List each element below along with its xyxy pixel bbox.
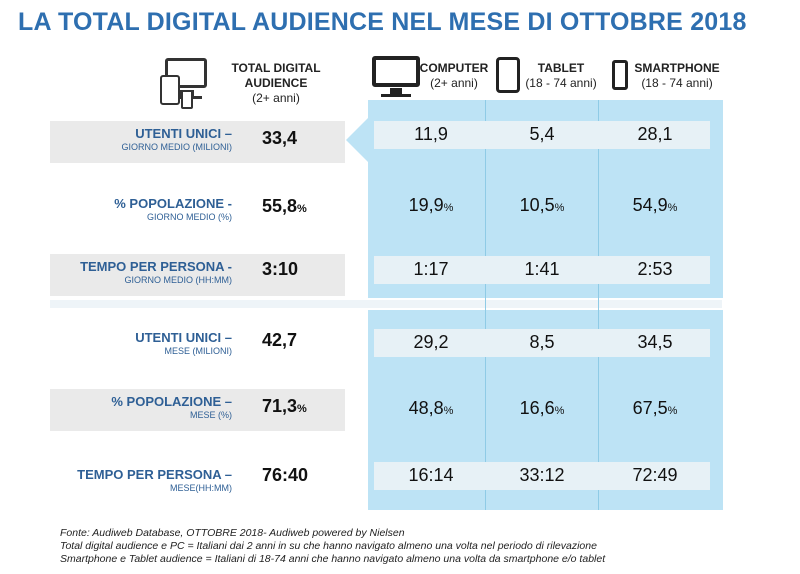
tablet-value: 10,5%	[519, 195, 565, 215]
table-row	[374, 121, 710, 149]
row-label: TEMPO PER PERSONA - GIORNO MEDIO (HH:MM)	[80, 259, 232, 285]
smartphone-icon	[612, 60, 628, 90]
column-divider	[598, 100, 599, 510]
table-row	[374, 329, 710, 357]
row-label: TEMPO PER PERSONA – MESE(HH:MM)	[77, 467, 232, 493]
row-highlight	[50, 121, 345, 163]
total-value: 3:10	[262, 259, 299, 279]
table-row	[374, 256, 710, 284]
tablet-icon	[496, 57, 520, 93]
header-total: TOTAL DIGITAL AUDIENCE (2+ anni)	[231, 61, 321, 105]
page-title: LA TOTAL DIGITAL AUDIENCE NEL MESE DI OT…	[18, 8, 747, 36]
header-tablet: TABLET (18 - 74 anni)	[525, 61, 597, 90]
computer-value: 1:17	[413, 259, 449, 279]
header-computer: COMPUTER (2+ anni)	[419, 61, 489, 90]
tablet-value: 33:12	[519, 465, 565, 485]
computer-value: 29,2	[413, 332, 449, 352]
total-value: 42,7	[262, 330, 298, 350]
row-label: UTENTI UNICI – GIORNO MEDIO (MILIONI)	[121, 126, 232, 152]
panel-notch	[346, 118, 368, 162]
computer-value: 19,9%	[408, 195, 454, 215]
column-divider	[485, 100, 486, 510]
tablet-value: 5,4	[529, 124, 555, 144]
section-divider	[50, 300, 722, 308]
row-label: UTENTI UNICI – MESE (MILIONI)	[135, 330, 232, 356]
row-highlight	[50, 254, 345, 296]
smartphone-value: 2:53	[637, 259, 673, 279]
footnote: Fonte: Audiweb Database, OTTOBRE 2018- A…	[60, 527, 606, 565]
row-label: % POPOLAZIONE – MESE (%)	[111, 394, 232, 420]
tablet-value: 1:41	[524, 259, 560, 279]
smartphone-value: 28,1	[637, 124, 673, 144]
row-label: % POPOLAZIONE - GIORNO MEDIO (%)	[114, 196, 232, 222]
computer-value: 16:14	[408, 465, 454, 485]
header-smartphone: SMARTPHONE (18 - 74 anni)	[634, 61, 720, 90]
total-value: 76:40	[262, 465, 309, 485]
computer-value: 11,9	[414, 124, 448, 144]
total-value: 71,3%	[262, 396, 307, 416]
smartphone-value: 72:49	[632, 465, 678, 485]
tablet-value: 8,5	[529, 332, 555, 352]
tablet-value: 16,6%	[519, 398, 565, 418]
computer-value: 48,8%	[408, 398, 454, 418]
smartphone-value: 34,5	[637, 332, 673, 352]
smartphone-value: 54,9%	[632, 195, 678, 215]
total-value: 33,4	[262, 128, 298, 148]
total-value: 55,8%	[262, 196, 307, 216]
table-row	[374, 462, 710, 490]
smartphone-value: 67,5%	[632, 398, 678, 418]
row-highlight	[50, 389, 345, 431]
